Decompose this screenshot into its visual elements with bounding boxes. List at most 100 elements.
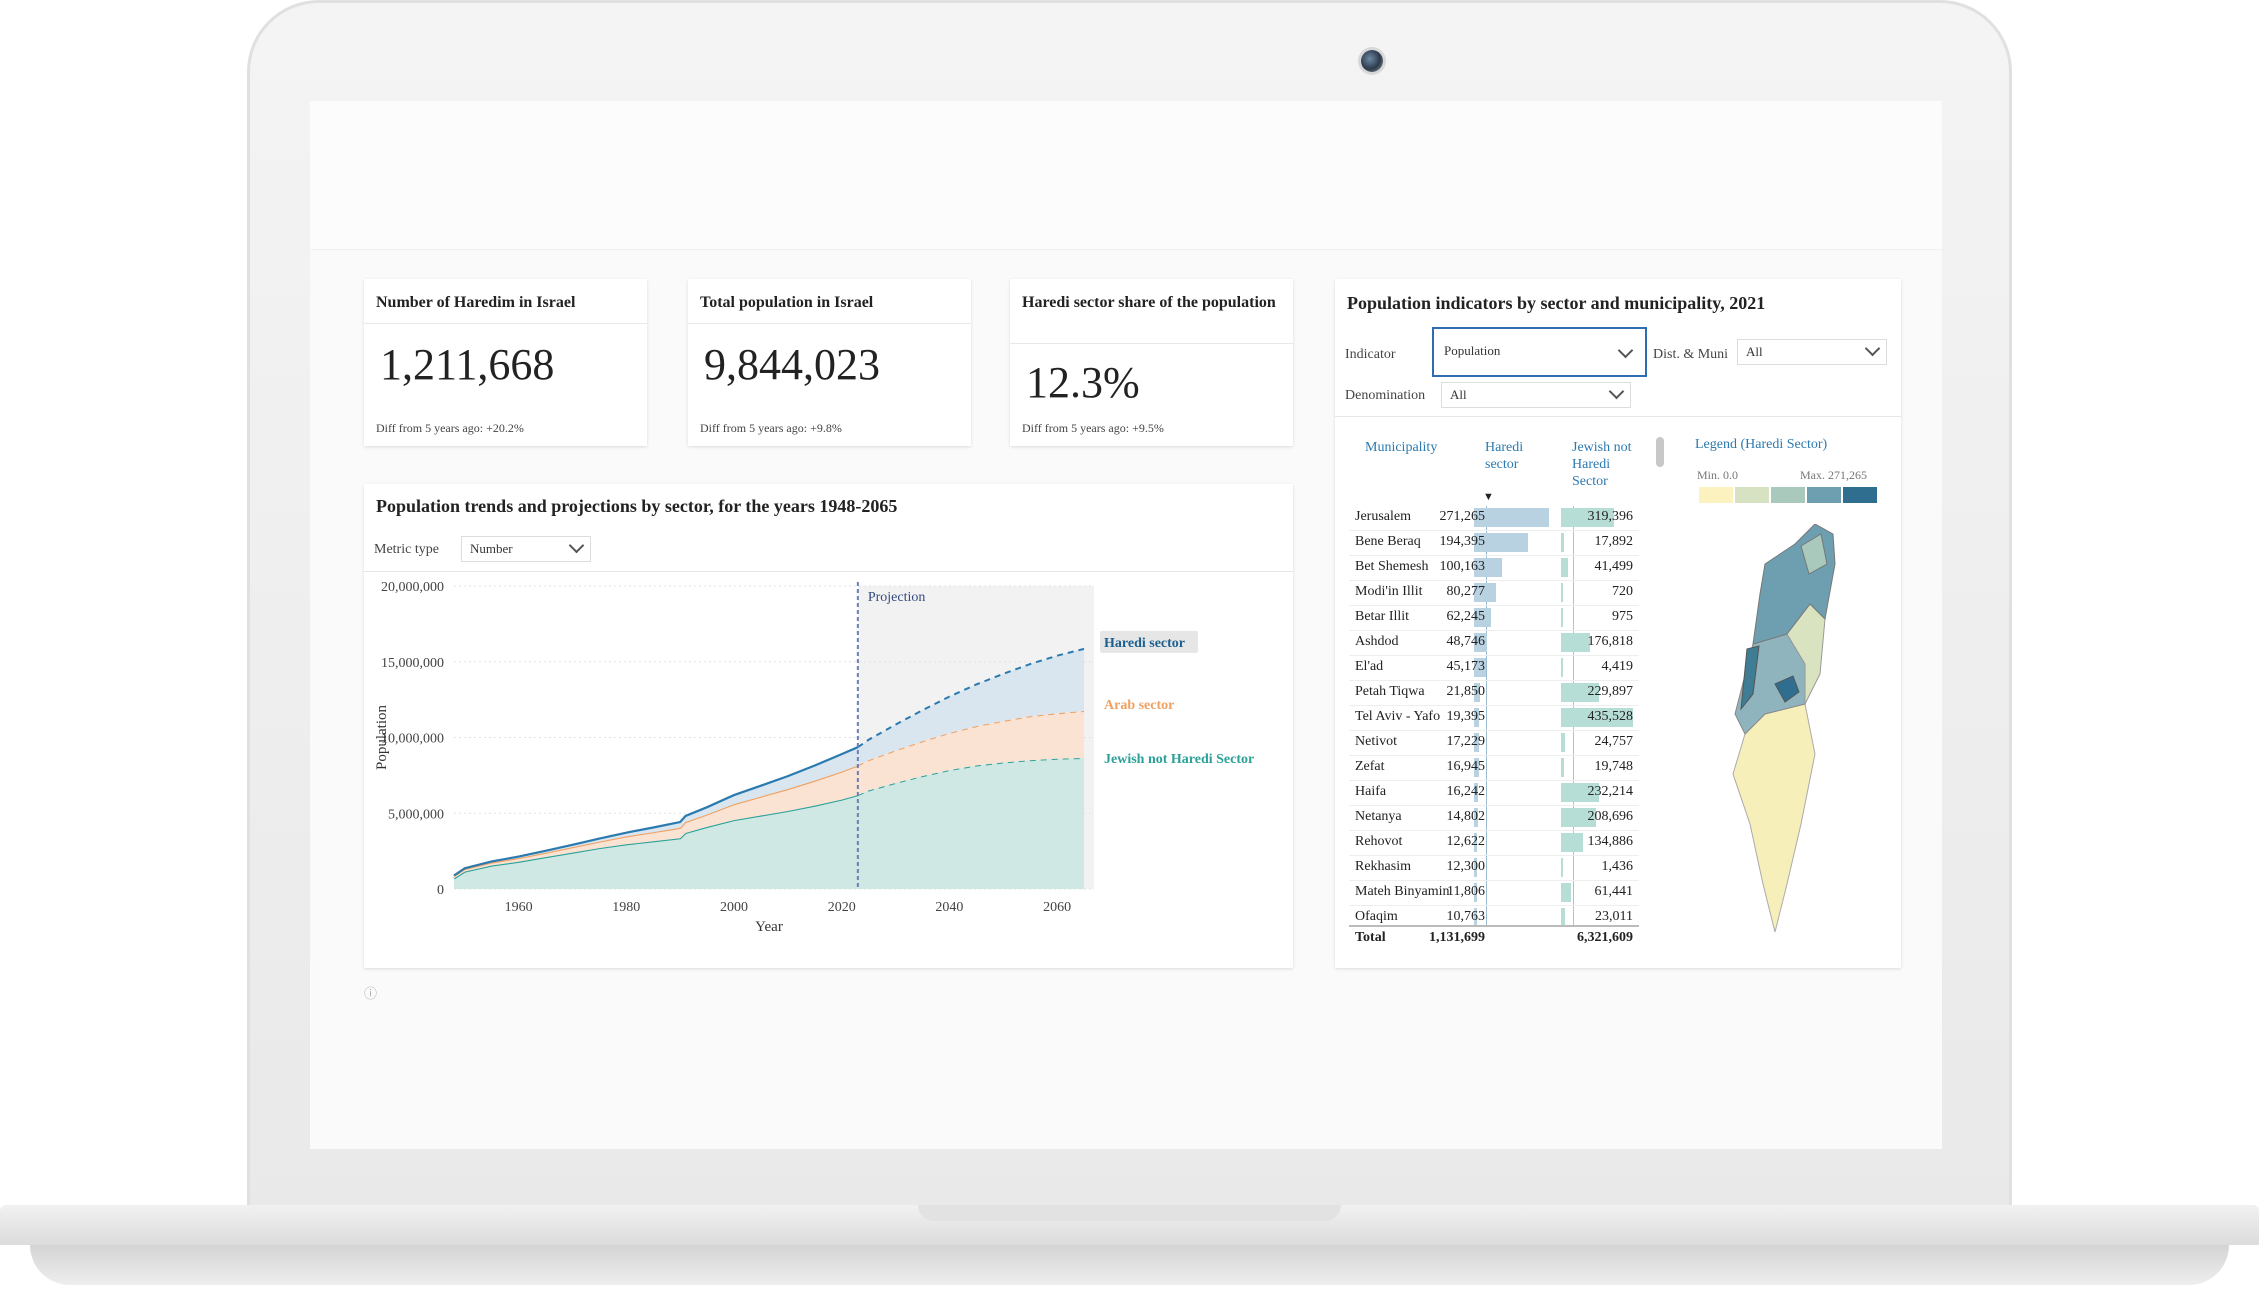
x-tick-label: 2060: [1043, 900, 1071, 915]
jewish-value-bar: [1561, 733, 1566, 752]
municipality-name: El'ad: [1355, 659, 1384, 674]
table-row[interactable]: Netanya 14,802 208,696: [1349, 805, 1639, 831]
israel-choropleth-map[interactable]: [1705, 524, 1865, 944]
jewish-value-bar: [1561, 658, 1563, 677]
column-header-jewish[interactable]: Jewish not Haredi Sector: [1572, 440, 1632, 489]
jewish-value-bar: [1561, 508, 1614, 527]
haredi-value-bar: [1474, 683, 1481, 702]
table-row[interactable]: El'ad 45,173 4,419: [1349, 655, 1639, 681]
district-value: All: [1746, 344, 1763, 359]
chart-title: Population trends and projections by sec…: [376, 496, 898, 516]
table-row[interactable]: Bene Beraq 194,395 17,892: [1349, 530, 1639, 556]
municipality-name: Bet Shemesh: [1355, 559, 1429, 574]
table-scrollbar[interactable]: [1656, 437, 1664, 467]
municipality-name: Jerusalem: [1355, 509, 1411, 524]
jewish-value-bar: [1561, 533, 1564, 552]
haredi-value-bar: [1474, 708, 1480, 727]
jewish-area: [454, 757, 1084, 889]
jewish-value-bar: [1561, 558, 1568, 577]
chevron-down-icon: [1608, 383, 1625, 400]
haredi-value-bar: [1474, 783, 1479, 802]
haredi-value: 194,395: [1439, 534, 1486, 549]
municipality-table: Jerusalem 271,265 319,396 Bene Beraq 194,395…: [1335, 505, 1665, 925]
series-label-arab: Arab sector: [1104, 698, 1174, 713]
jewish-value: 176,818: [1587, 634, 1634, 649]
table-total-row: Total 1,131,699 6,321,609: [1349, 925, 1639, 949]
haredi-value-bar: [1474, 908, 1477, 925]
x-tick-label: 1980: [612, 900, 640, 915]
table-row[interactable]: Rehovot 12,622 134,886: [1349, 830, 1639, 856]
map-south-region: [1732, 703, 1816, 933]
municipality-name: Netanya: [1355, 809, 1402, 824]
jewish-value: 134,886: [1587, 834, 1634, 849]
kpi-card-haredim: Number of Haredim in Israel 1,211,668 Di…: [364, 279, 647, 446]
denomination-value: All: [1450, 387, 1467, 402]
webcam-icon: [1361, 50, 1383, 72]
footer-source-note: ⓘ: [364, 986, 378, 1001]
metric-type-select[interactable]: Number: [461, 536, 591, 562]
jewish-value: 720: [1612, 584, 1633, 599]
table-row[interactable]: Bet Shemesh 100,163 41,499: [1349, 555, 1639, 581]
kpi-title: Haredi sector share of the population: [1022, 294, 1276, 311]
table-row[interactable]: Jerusalem 271,265 319,396: [1349, 505, 1639, 531]
chevron-down-icon: [1617, 342, 1634, 359]
indicator-label: Indicator: [1345, 347, 1396, 362]
haredi-value: 62,245: [1446, 609, 1486, 624]
kpi-title: Number of Haredim in Israel: [376, 294, 576, 311]
kpi-diff: Diff from 5 years ago: +9.5%: [1022, 421, 1164, 435]
table-row[interactable]: Modi'in Illit 80,277 720: [1349, 580, 1639, 606]
table-row[interactable]: Netivot 17,229 24,757: [1349, 730, 1639, 756]
table-row[interactable]: Haifa 16,242 232,214: [1349, 780, 1639, 806]
denomination-select[interactable]: All: [1441, 382, 1631, 408]
indicator-select[interactable]: Population: [1432, 327, 1647, 377]
kpi-title: Total population in Israel: [700, 294, 874, 311]
x-tick-label: 2020: [828, 900, 856, 915]
haredi-value-bar: [1474, 758, 1479, 777]
jewish-value-bar: [1561, 708, 1633, 727]
table-row[interactable]: Petah Tiqwa 21,850 229,897: [1349, 680, 1639, 706]
haredi-value-bar: [1474, 608, 1492, 627]
municipality-name: Rehovot: [1355, 834, 1403, 849]
series-label-highlight: [1100, 630, 1198, 653]
municipality-name: Modi'in Illit: [1355, 584, 1423, 599]
laptop-base: [0, 1205, 2259, 1300]
jewish-value: 232,214: [1587, 784, 1634, 799]
map-legend-title: Legend (Haredi Sector): [1695, 437, 1828, 452]
table-row[interactable]: Ashdod 48,746 176,818: [1349, 630, 1639, 656]
haredi-value: 12,622: [1446, 834, 1486, 849]
jewish-value-bar: [1561, 608, 1563, 627]
jewish-value: 208,696: [1587, 809, 1634, 824]
table-row[interactable]: Mateh Binyamin 11,806 61,441: [1349, 880, 1639, 906]
haredi-column-line: [1486, 506, 1487, 926]
haredi-area: [454, 648, 1084, 877]
y-tick-label: 20,000,000: [381, 580, 444, 595]
y-axis-label: Population: [374, 705, 390, 771]
column-header-haredi[interactable]: Haredi sector: [1485, 440, 1524, 472]
haredi-value-bar: [1474, 733, 1479, 752]
haredi-value-bar: [1474, 658, 1487, 677]
x-axis-label: Year: [755, 919, 783, 935]
municipality-name: Rekhasim: [1355, 859, 1411, 874]
series-label-jewish: Jewish not Haredi Sector: [1104, 752, 1254, 767]
sort-descending-icon[interactable]: ▼: [1483, 491, 1494, 503]
table-row[interactable]: Tel Aviv - Yafo 19,395 435,528: [1349, 705, 1639, 731]
column-header-municipality[interactable]: Municipality: [1365, 440, 1438, 455]
haredi-value-bar: [1474, 508, 1549, 527]
y-tick-label: 0: [437, 883, 444, 898]
haredi-value: 45,173: [1446, 659, 1486, 674]
table-row[interactable]: Zefat 16,945 19,748: [1349, 755, 1639, 781]
municipality-name: Tel Aviv - Yafo: [1355, 709, 1441, 724]
table-row[interactable]: Rekhasim 12,300 1,436: [1349, 855, 1639, 881]
table-row[interactable]: Ofaqim 10,763 23,011: [1349, 905, 1639, 925]
chevron-down-icon: [1864, 340, 1881, 357]
jewish-value: 4,419: [1601, 659, 1634, 674]
total-jewish: 6,321,609: [1577, 930, 1633, 945]
municipality-name: Haifa: [1355, 784, 1387, 799]
denomination-label: Denomination: [1345, 388, 1426, 403]
total-haredi: 1,131,699: [1429, 930, 1485, 945]
district-select[interactable]: All: [1737, 339, 1887, 365]
haredi-value-bar: [1474, 558, 1502, 577]
table-row[interactable]: Betar Illit 62,245 975: [1349, 605, 1639, 631]
jewish-value-bar: [1561, 833, 1584, 852]
haredi-value-bar: [1474, 533, 1528, 552]
